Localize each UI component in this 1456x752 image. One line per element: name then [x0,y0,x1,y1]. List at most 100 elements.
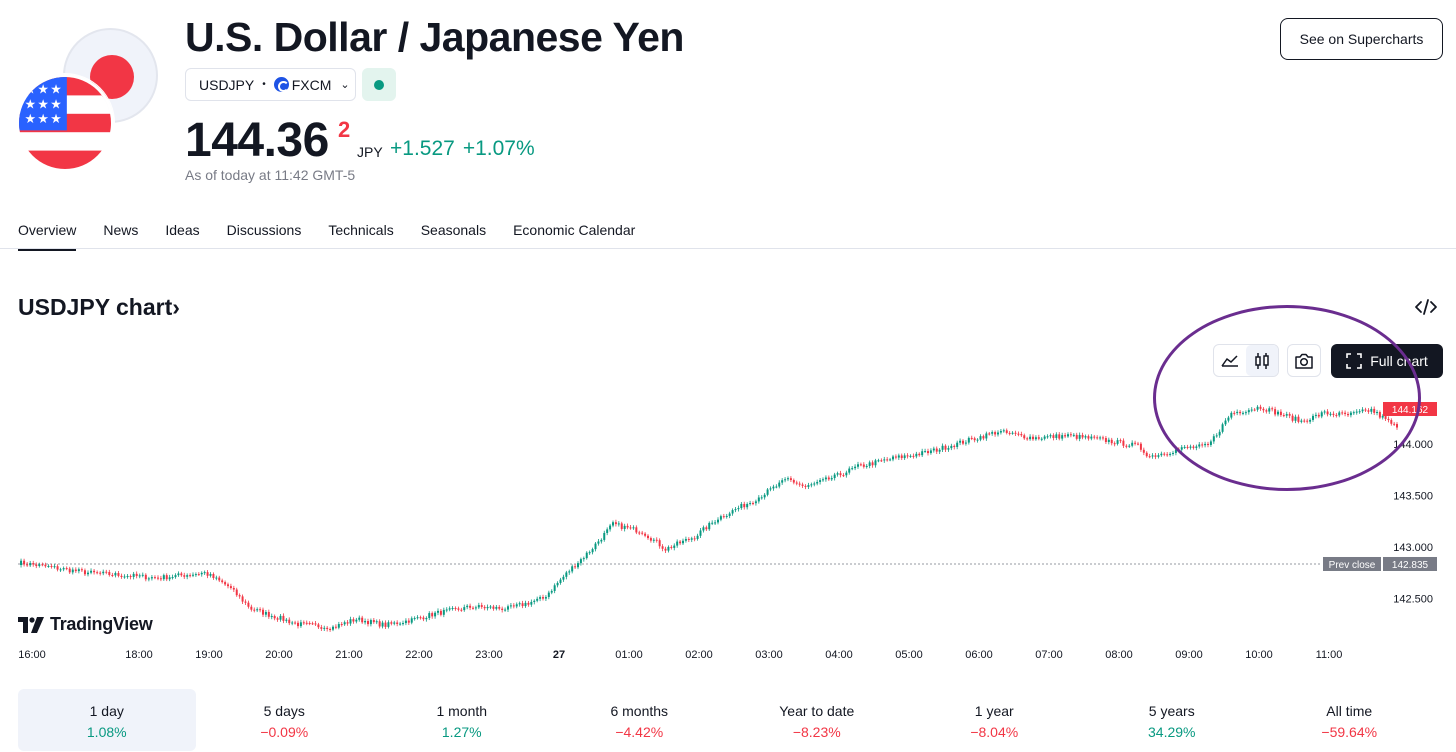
candle-body [1099,437,1102,439]
candle-body [495,606,498,609]
candle-body [699,530,702,536]
candle-body [267,611,270,617]
candle-body [334,626,337,628]
candle-body [1207,443,1209,445]
period-all-time[interactable]: All time −59.64% [1261,689,1439,751]
candle-body [763,494,766,498]
candle-body [749,503,752,505]
tab-economic-calendar[interactable]: Economic Calendar [513,222,636,238]
candle-body [1242,412,1244,414]
candle-body [1023,435,1026,439]
candle-body [915,453,918,457]
candle-body [787,478,789,480]
candle-body [1332,413,1335,415]
price-chart[interactable]: 144.000 143.500 143.000 142.500 Prev close 14… [0,330,1456,670]
candle-body [862,464,865,467]
candle-body [1017,433,1020,435]
candle-body [1370,408,1373,412]
period-1-day[interactable]: 1 day 1.08% [18,689,196,751]
candle-body [74,569,77,572]
snapshot-button[interactable] [1287,344,1321,377]
candle-body [734,509,737,511]
candle-body [1081,434,1084,438]
candle-body [111,574,114,576]
candle-body [23,560,26,565]
see-on-supercharts-button[interactable]: See on Supercharts [1280,18,1443,60]
candle-body [1093,436,1096,438]
candle-body [600,539,603,542]
candle-body [177,573,180,576]
candles-icon [1255,352,1269,369]
candle-body [533,600,536,602]
candle-body [982,436,985,439]
x-tick-label: 16:00 [18,649,46,661]
candle-body [352,619,355,622]
candle-body [1341,412,1344,414]
candle-body [714,522,717,524]
chevron-right-icon: › [172,294,180,320]
candle-body [813,483,816,485]
candle-body [956,442,959,447]
candle-body [68,568,71,573]
candle-body [833,474,836,479]
candle-body [221,580,224,583]
candle-body [845,472,848,476]
tab-news[interactable]: News [103,222,139,238]
candle-body [1052,435,1055,438]
candle-body [168,577,171,580]
candle-body [827,477,830,480]
period-value: 1.27% [441,724,482,740]
candle-body [781,480,784,483]
tab-seasonals[interactable]: Seasonals [420,222,487,238]
candle-body [53,566,56,568]
candle-body [308,623,311,625]
period-6-months[interactable]: 6 months −4.42% [551,689,729,751]
candles-chart-button[interactable] [1246,345,1278,376]
candle-body [159,578,162,580]
period-year-to-date[interactable]: Year to date −8.23% [728,689,906,751]
candle-body [62,568,65,570]
candle-body [574,566,577,568]
tab-ideas[interactable]: Ideas [165,222,200,238]
candle-body [1067,434,1069,437]
candle-body [209,574,212,576]
candle-body [279,615,282,620]
chart-heading-link[interactable]: USDJPY chart› [18,294,180,321]
candle-body [472,607,474,609]
candle-body [329,629,332,631]
period-1-year[interactable]: 1 year −8.04% [906,689,1084,751]
candle-body [629,527,632,529]
candle-body [819,480,822,482]
period-1-month[interactable]: 1 month 1.27% [373,689,551,751]
embed-code-icon[interactable] [1414,297,1438,317]
tab-overview[interactable]: Overview [18,222,77,251]
x-tick-label: 18:00 [125,649,153,661]
candle-body [285,619,288,621]
period-5-years[interactable]: 5 years 34.29% [1083,689,1261,751]
x-tick-label: 21:00 [335,649,363,661]
full-chart-button[interactable]: Full chart [1331,344,1443,378]
period-value: −8.23% [792,724,841,740]
candle-body [1309,419,1312,422]
candle-body [1396,424,1398,428]
tab-technicals[interactable]: Technicals [328,222,394,238]
area-chart-button[interactable] [1214,345,1246,376]
symbol-selector[interactable]: USDJPY • FXCM ⌄ [185,68,356,101]
candle-body [1198,444,1201,447]
candle-body [708,522,711,530]
candle-body [387,622,390,627]
candle-body [530,601,533,605]
market-status-button[interactable] [362,68,396,101]
price-change: +1.527 +1.07% [390,137,535,161]
candle-body [132,573,135,577]
candle-body [880,460,883,462]
candle-body [302,622,305,624]
candle-body [1137,443,1139,445]
candle-body [649,538,652,541]
candle-body [816,481,819,484]
period-5-days[interactable]: 5 days −0.09% [196,689,374,751]
candle-body [197,574,200,576]
tab-discussions[interactable]: Discussions [226,222,302,238]
candle-body [492,606,495,609]
candle-body [1224,420,1227,425]
